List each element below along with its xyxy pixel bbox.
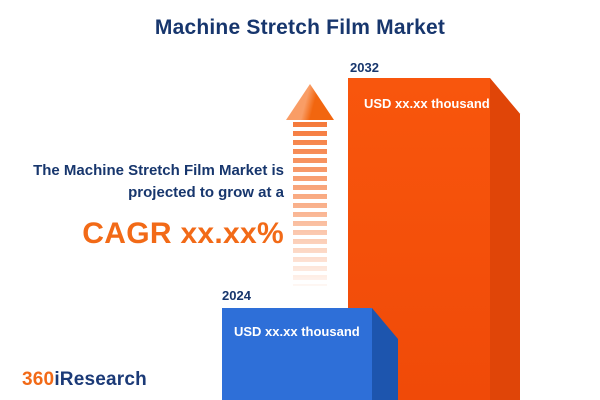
bar-2032-side-face — [490, 78, 520, 400]
bar-2024 — [222, 308, 372, 400]
arrow-head-icon — [286, 84, 334, 120]
logo-suffix: iResearch — [54, 369, 147, 390]
arrow-shaft-dashes-icon — [293, 122, 327, 286]
description-block: The Machine Stretch Film Market is proje… — [18, 160, 284, 255]
description-line-1: The Machine Stretch Film Market is — [33, 162, 284, 179]
bar-2032-value-label: USD xx.xx thousand — [364, 96, 490, 111]
cagr-highlight: CAGR xx.xx% — [82, 216, 284, 250]
description-line-2: projected to grow at a — [128, 183, 284, 201]
bar-2024-year-label: 2024 — [222, 288, 251, 303]
bar-2024-value-label: USD xx.xx thousand — [234, 324, 360, 339]
logo: 360iResearch — [22, 369, 147, 391]
bar-2032-year-label: 2032 — [350, 60, 379, 75]
page-title: Machine Stretch Film Market — [154, 16, 446, 39]
logo-prefix: 360 — [22, 369, 55, 390]
